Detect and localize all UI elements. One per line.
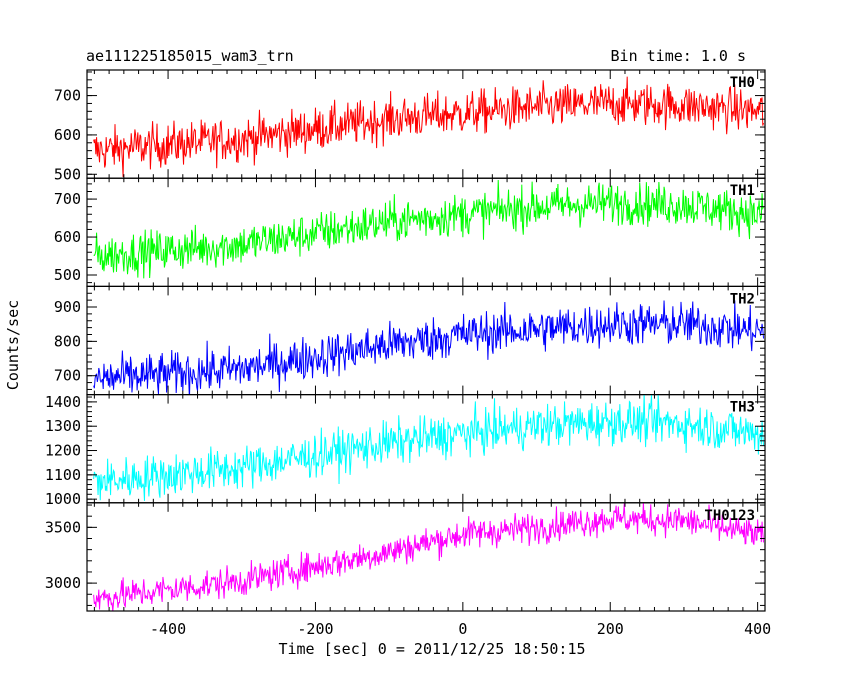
y-tick-label: 900 — [54, 298, 81, 316]
x-tick-label: -400 — [150, 620, 186, 638]
y-tick-label: 3000 — [45, 574, 81, 592]
y-tick-label: 1000 — [45, 490, 81, 508]
panel-frame — [86, 502, 766, 612]
series-th1 — [93, 179, 764, 279]
y-tick-label: 1100 — [45, 466, 81, 484]
x-tick-label: 400 — [744, 620, 771, 638]
panel-label: TH2 — [730, 291, 755, 307]
bin-time-label: Bin time: 1.0 s — [611, 47, 746, 65]
series-th2 — [93, 300, 765, 395]
series-th0123 — [93, 502, 765, 611]
panel-label: TH0123 — [704, 508, 755, 524]
panel-frame — [86, 394, 766, 504]
y-tick-label: 1200 — [45, 442, 81, 460]
panel-label: TH0 — [730, 75, 755, 91]
series-th3 — [93, 394, 765, 501]
y-tick-label: 700 — [54, 367, 81, 385]
panel-th0: 500 600 700 TH0 — [54, 69, 766, 183]
y-tick-label: 1400 — [45, 393, 81, 411]
x-tick-label: -200 — [297, 620, 333, 638]
observation-title: ae111225185015_wam3_trn — [86, 47, 294, 65]
y-tick-label: 500 — [54, 165, 81, 183]
panel-th3: 1000 1100 1200 1300 1400 TH3 — [45, 393, 766, 508]
x-tick-label: 200 — [597, 620, 624, 638]
y-axis-label: Counts/sec — [4, 300, 22, 390]
y-tick-label: 3500 — [45, 518, 81, 536]
x-axis-label: Time [sec] 0 = 2011/12/25 18:50:15 — [278, 640, 585, 658]
series-th0 — [93, 76, 765, 177]
y-tick-label: 700 — [54, 87, 81, 105]
x-tick-label: 0 — [458, 620, 467, 638]
y-tick-label: 500 — [54, 266, 81, 284]
y-tick-label: 700 — [54, 190, 81, 208]
panel-th2: 700 800 900 TH2 — [54, 285, 766, 396]
panel-label: TH1 — [730, 183, 755, 199]
panel-th1: 500 600 700 TH1 — [54, 177, 766, 287]
y-tick-label: 600 — [54, 228, 81, 246]
y-tick-label: 800 — [54, 332, 81, 350]
panel-th0123: 3000 3500 TH0123 — [45, 502, 766, 612]
panel-label: TH3 — [730, 400, 755, 416]
y-tick-label: 600 — [54, 126, 81, 144]
y-tick-label: 1300 — [45, 417, 81, 435]
